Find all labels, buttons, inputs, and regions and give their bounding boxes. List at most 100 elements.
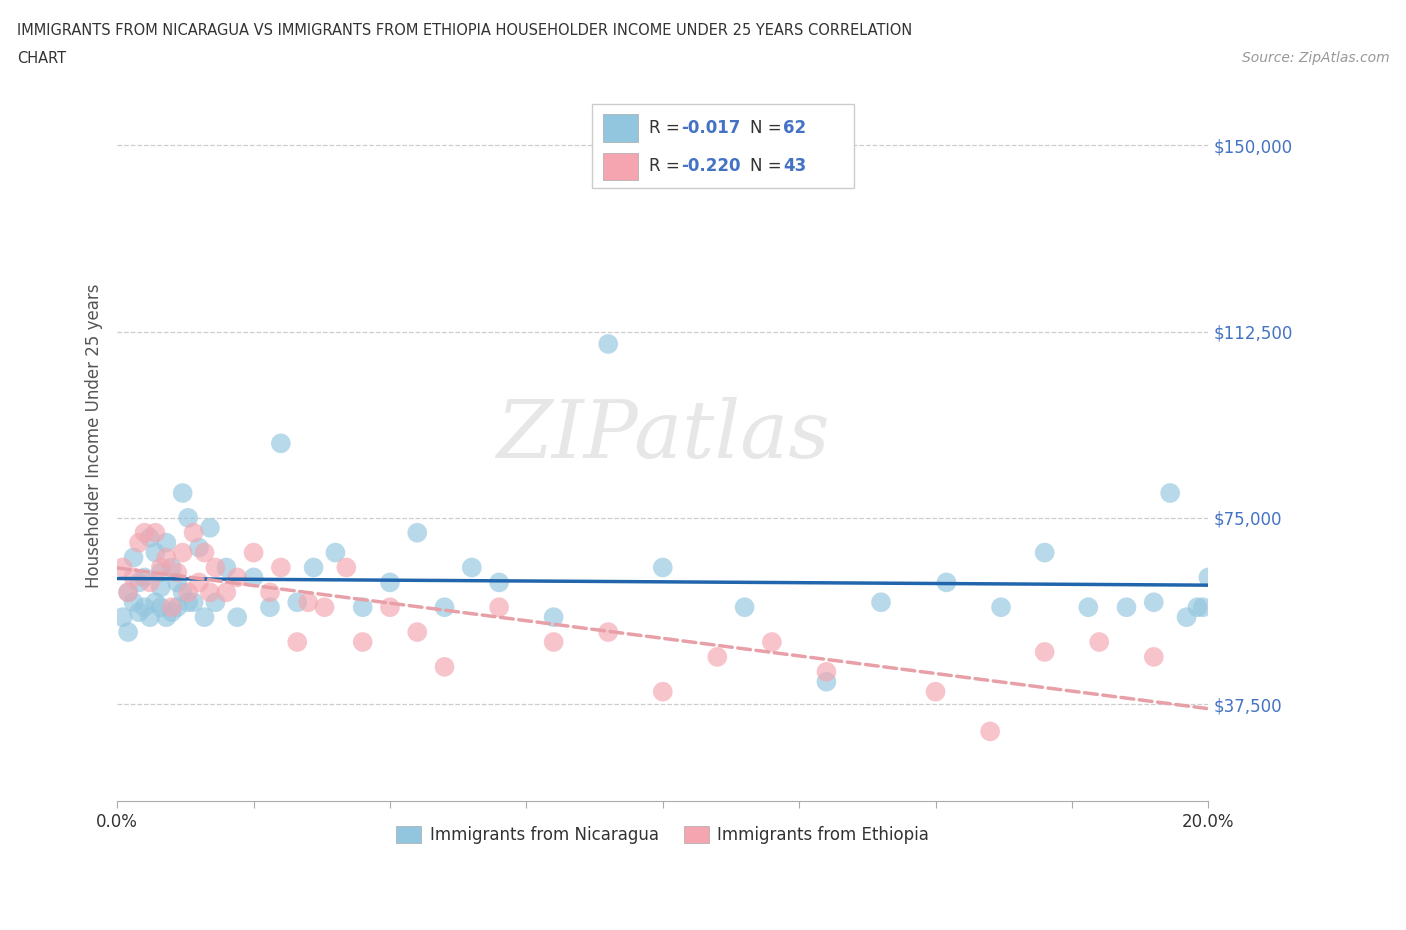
Point <box>406 625 429 640</box>
Point <box>285 595 308 610</box>
Point <box>122 551 145 565</box>
Point <box>155 610 177 625</box>
Point <box>204 595 226 610</box>
Text: 43: 43 <box>783 157 806 176</box>
Point <box>761 634 783 649</box>
Point <box>139 575 162 590</box>
Point <box>433 600 456 615</box>
Point <box>259 600 281 615</box>
Point <box>193 610 215 625</box>
Point <box>145 525 167 540</box>
Point <box>1159 485 1181 500</box>
Point <box>242 570 264 585</box>
Text: IMMIGRANTS FROM NICARAGUA VS IMMIGRANTS FROM ETHIOPIA HOUSEHOLDER INCOME UNDER 2: IMMIGRANTS FROM NICARAGUA VS IMMIGRANTS … <box>17 23 912 38</box>
Point <box>651 560 673 575</box>
Point <box>155 551 177 565</box>
Point <box>198 520 221 535</box>
Legend: Immigrants from Nicaragua, Immigrants from Ethiopia: Immigrants from Nicaragua, Immigrants fr… <box>389 819 936 851</box>
Point <box>188 540 211 555</box>
Point <box>314 600 336 615</box>
Point <box>145 595 167 610</box>
Text: Source: ZipAtlas.com: Source: ZipAtlas.com <box>1241 51 1389 65</box>
Point <box>149 565 172 580</box>
Point <box>1175 610 1198 625</box>
Point <box>198 585 221 600</box>
Point <box>117 585 139 600</box>
Point <box>149 600 172 615</box>
Point <box>226 570 249 585</box>
Point <box>406 525 429 540</box>
Point <box>183 595 205 610</box>
Point <box>461 560 484 575</box>
Text: CHART: CHART <box>17 51 66 66</box>
Point <box>177 511 200 525</box>
Point <box>325 545 347 560</box>
Point <box>139 610 162 625</box>
Point <box>935 575 957 590</box>
Point <box>433 659 456 674</box>
Point <box>149 580 172 595</box>
Point <box>543 634 565 649</box>
Point <box>270 436 292 451</box>
Point <box>302 560 325 575</box>
Point <box>815 674 838 689</box>
Point <box>815 664 838 679</box>
Point <box>111 560 134 575</box>
Text: R =: R = <box>648 157 685 176</box>
Bar <box>603 153 638 180</box>
Point <box>117 625 139 640</box>
Point <box>172 485 194 500</box>
Point <box>598 337 620 352</box>
Point <box>488 600 510 615</box>
Point <box>134 600 156 615</box>
Point <box>259 585 281 600</box>
Point <box>188 575 211 590</box>
Point <box>706 649 728 664</box>
Point <box>352 634 374 649</box>
Text: 62: 62 <box>783 119 806 137</box>
Point <box>543 610 565 625</box>
Point <box>134 525 156 540</box>
Point <box>870 595 893 610</box>
Point <box>166 600 188 615</box>
Text: -0.220: -0.220 <box>682 157 741 176</box>
Point <box>1088 634 1111 649</box>
Point <box>128 575 150 590</box>
Text: N =: N = <box>749 157 787 176</box>
Point <box>285 634 308 649</box>
Point <box>1033 545 1056 560</box>
Point <box>149 560 172 575</box>
Point <box>139 530 162 545</box>
Point <box>979 724 1001 738</box>
Point <box>183 525 205 540</box>
Text: ZIPatlas: ZIPatlas <box>496 397 830 474</box>
Point <box>1077 600 1099 615</box>
Point <box>134 570 156 585</box>
Point <box>1192 600 1215 615</box>
Point <box>204 560 226 575</box>
Bar <box>592 103 853 188</box>
Point <box>122 570 145 585</box>
Point <box>378 575 401 590</box>
Point <box>177 595 200 610</box>
Point <box>193 545 215 560</box>
Point <box>128 536 150 551</box>
Bar <box>603 113 638 141</box>
Point <box>378 600 401 615</box>
Text: N =: N = <box>749 119 787 137</box>
Point <box>1197 570 1219 585</box>
Point <box>651 684 673 699</box>
Point <box>111 610 134 625</box>
Point <box>145 545 167 560</box>
Point <box>1187 600 1209 615</box>
Point <box>270 560 292 575</box>
Point <box>172 545 194 560</box>
Point <box>160 560 183 575</box>
Point <box>172 585 194 600</box>
Point <box>924 684 946 699</box>
Point <box>155 536 177 551</box>
Point <box>990 600 1012 615</box>
Point <box>734 600 756 615</box>
Point <box>335 560 357 575</box>
Point <box>226 610 249 625</box>
